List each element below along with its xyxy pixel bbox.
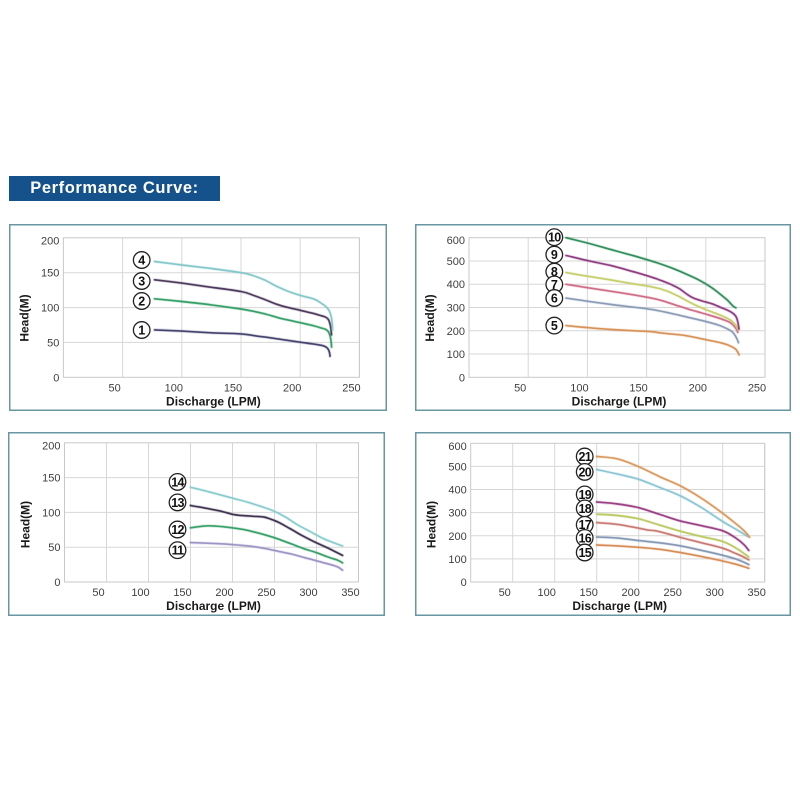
svg-text:11: 11 (172, 544, 185, 558)
svg-text:18: 18 (578, 502, 591, 516)
svg-text:200: 200 (215, 587, 233, 599)
svg-text:400: 400 (448, 485, 466, 497)
svg-text:50: 50 (514, 382, 526, 394)
svg-text:4: 4 (138, 253, 145, 267)
svg-text:20: 20 (578, 465, 591, 479)
svg-text:9: 9 (551, 248, 558, 262)
svg-text:17: 17 (578, 518, 591, 532)
svg-text:100: 100 (448, 554, 466, 566)
svg-text:50: 50 (47, 337, 59, 349)
svg-text:150: 150 (224, 382, 242, 394)
svg-text:12: 12 (171, 523, 184, 537)
svg-text:100: 100 (570, 382, 588, 394)
svg-text:Discharge (LPM): Discharge (LPM) (166, 395, 261, 409)
svg-text:6: 6 (551, 291, 558, 305)
svg-text:200: 200 (42, 440, 60, 452)
svg-text:100: 100 (165, 382, 183, 394)
svg-text:500: 500 (448, 461, 466, 473)
svg-text:300: 300 (447, 303, 465, 315)
svg-text:150: 150 (173, 587, 191, 599)
svg-text:Head(M): Head(M) (17, 294, 31, 341)
svg-text:300: 300 (448, 508, 466, 520)
svg-text:Discharge (LPM): Discharge (LPM) (572, 599, 667, 613)
svg-text:Head(M): Head(M) (19, 501, 33, 548)
svg-text:100: 100 (41, 303, 59, 315)
svg-text:10: 10 (548, 231, 561, 245)
svg-text:150: 150 (629, 382, 647, 394)
svg-text:0: 0 (53, 372, 59, 384)
svg-text:100: 100 (42, 507, 60, 519)
svg-text:200: 200 (447, 326, 465, 338)
svg-text:200: 200 (689, 382, 707, 394)
svg-text:14: 14 (171, 475, 184, 489)
svg-text:150: 150 (580, 587, 598, 599)
svg-text:16: 16 (578, 531, 591, 545)
svg-text:150: 150 (41, 268, 59, 280)
svg-text:200: 200 (448, 531, 466, 543)
svg-text:15: 15 (578, 546, 591, 560)
svg-text:100: 100 (447, 349, 465, 361)
svg-text:150: 150 (42, 473, 60, 485)
svg-text:21: 21 (578, 450, 591, 464)
svg-text:7: 7 (551, 278, 558, 292)
svg-text:250: 250 (342, 382, 360, 394)
svg-text:50: 50 (108, 382, 120, 394)
svg-text:0: 0 (459, 372, 465, 384)
svg-text:3: 3 (138, 274, 145, 288)
svg-text:Discharge (LPM): Discharge (LPM) (166, 599, 261, 613)
svg-text:100: 100 (538, 587, 556, 599)
svg-text:100: 100 (131, 587, 149, 599)
svg-text:200: 200 (41, 235, 59, 247)
svg-text:5: 5 (551, 319, 558, 333)
svg-text:50: 50 (499, 587, 511, 599)
svg-text:350: 350 (341, 587, 359, 599)
svg-text:1: 1 (138, 323, 145, 337)
svg-text:400: 400 (447, 279, 465, 291)
svg-text:200: 200 (622, 587, 640, 599)
svg-text:Discharge (LPM): Discharge (LPM) (572, 395, 667, 409)
svg-text:13: 13 (171, 496, 184, 510)
svg-text:500: 500 (447, 256, 465, 268)
svg-text:2: 2 (138, 294, 145, 308)
svg-text:Head(M): Head(M) (425, 501, 439, 548)
svg-text:600: 600 (448, 441, 466, 453)
svg-text:200: 200 (283, 382, 301, 394)
svg-text:350: 350 (748, 587, 766, 599)
svg-text:600: 600 (447, 235, 465, 247)
svg-text:0: 0 (54, 577, 60, 589)
svg-text:50: 50 (48, 542, 60, 554)
svg-text:19: 19 (578, 488, 591, 502)
svg-text:0: 0 (461, 577, 467, 589)
svg-text:300: 300 (706, 587, 724, 599)
svg-text:Head(M): Head(M) (423, 294, 437, 341)
svg-text:250: 250 (257, 587, 275, 599)
svg-text:250: 250 (748, 382, 766, 394)
svg-text:50: 50 (92, 587, 104, 599)
svg-text:250: 250 (664, 587, 682, 599)
svg-text:300: 300 (299, 587, 317, 599)
svg-text:8: 8 (551, 265, 558, 279)
